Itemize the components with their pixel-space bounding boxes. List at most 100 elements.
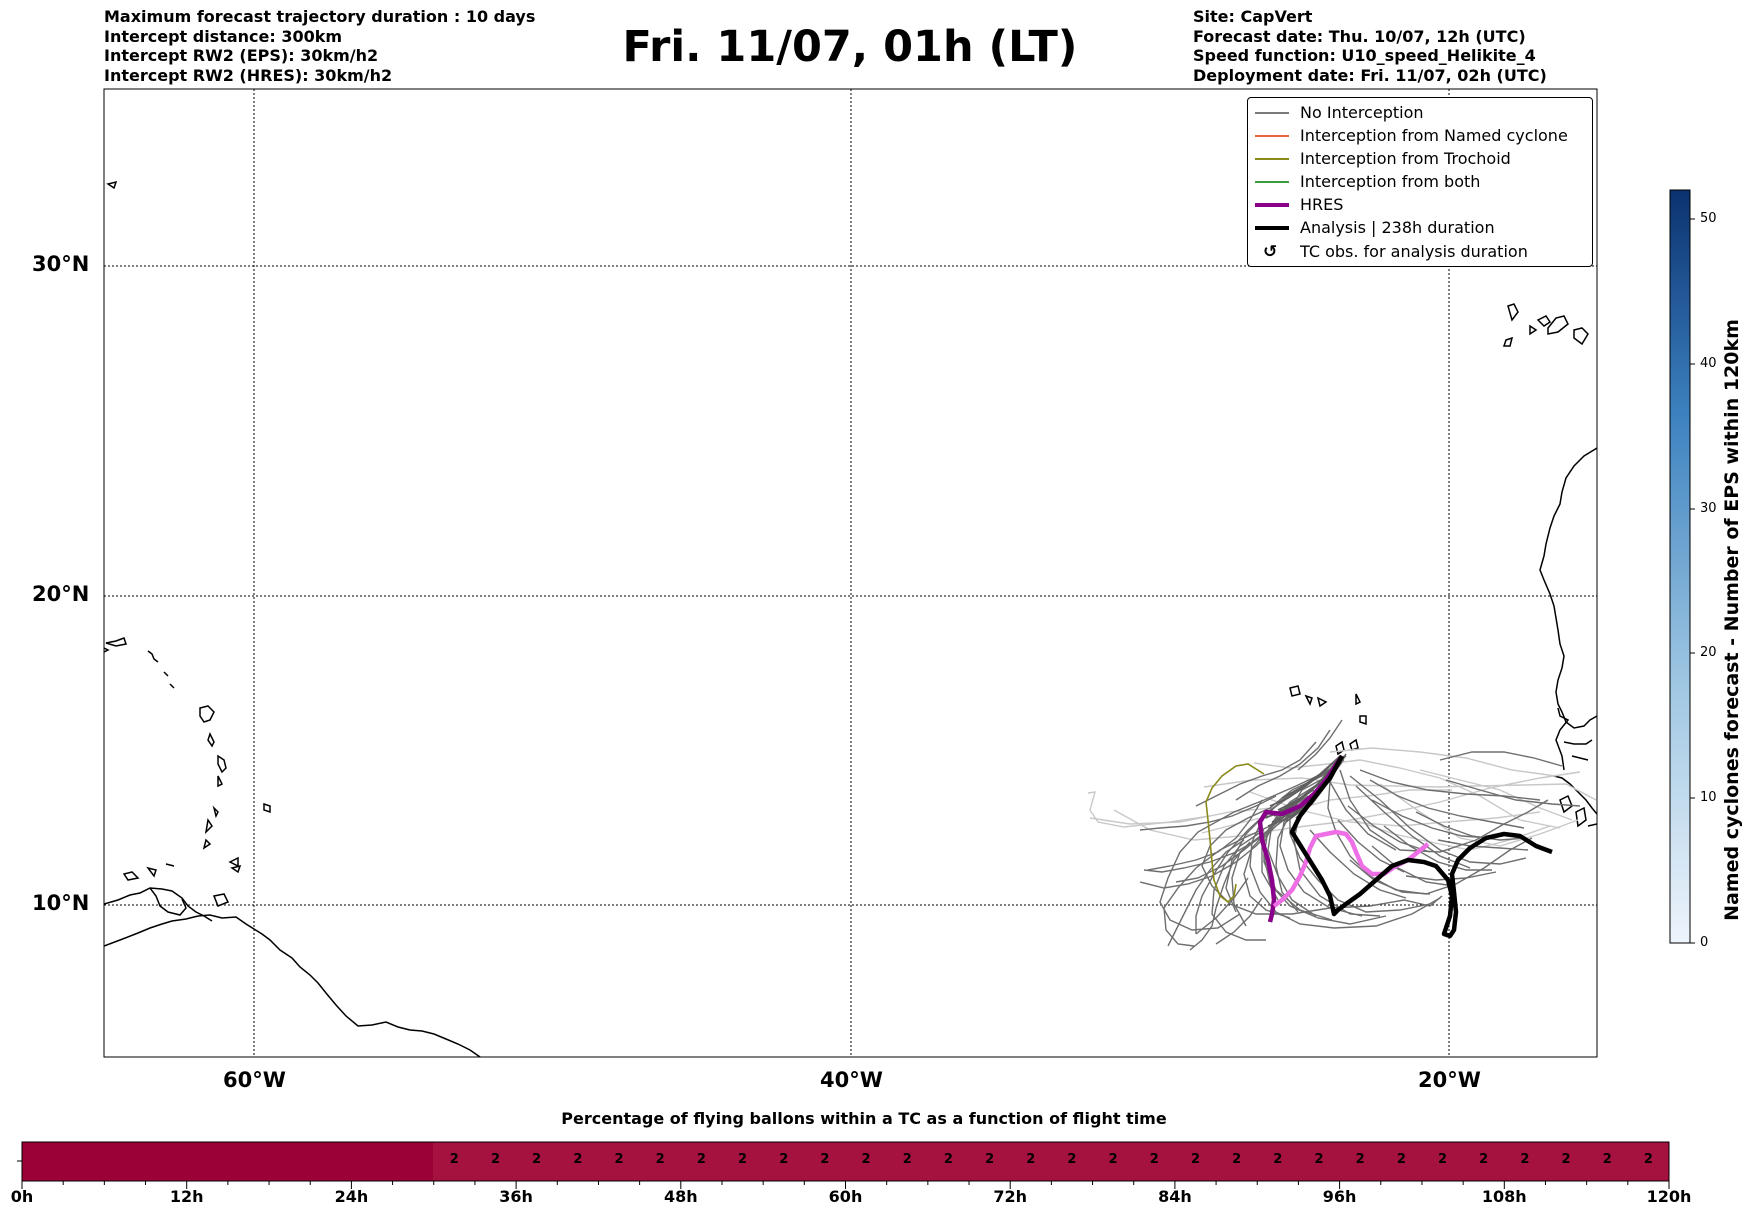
coastline-hispaniola: [104, 647, 110, 653]
coastline-africa: [1539, 447, 1597, 729]
bottom-bar-cell-value: 2: [1026, 1152, 1036, 1167]
header-right-line: Speed function: U10_speed_Helikite_4: [1193, 46, 1536, 65]
bottom-bar-cell-value: 2: [1561, 1152, 1571, 1167]
coastline-cape-verde: [1289, 685, 1367, 756]
bottom-bar-cell-value: 2: [532, 1152, 542, 1167]
header-left-line: Maximum forecast trajectory duration : 1…: [104, 7, 536, 26]
bottom-bar-tick-label: 120h: [1646, 1187, 1692, 1206]
bottom-bar-tick-label: 12h: [169, 1187, 204, 1206]
bottom-bar-tick-label: 0h: [10, 1187, 34, 1206]
header-right-line: Forecast date: Thu. 10/07, 12h (UTC): [1193, 26, 1526, 46]
legend-item-no-interception: No Interception: [1248, 101, 1592, 124]
legend-item-trochoid: Interception from Trochoid: [1248, 147, 1592, 170]
legend-item-tc-obs: ↺ TC obs. for analysis duration: [1248, 240, 1592, 263]
coastline-gambia: [1553, 739, 1597, 815]
legend-item-both: Interception from both: [1248, 170, 1592, 193]
bottom-bar-cell-value: 2: [1479, 1152, 1489, 1167]
lon-label: 20°W: [1418, 1068, 1481, 1092]
legend: No Interception Interception from Named …: [1247, 97, 1593, 267]
colorbar-tick-label: 20: [1700, 645, 1717, 660]
bottom-bar-cell-value: 2: [1108, 1152, 1118, 1167]
trochoid-trajectory: [1205, 763, 1265, 904]
bottom-bar-tick-label: 48h: [663, 1187, 698, 1206]
bottom-bar-cell-value: 2: [1643, 1152, 1653, 1167]
coastline-martinique: [217, 754, 227, 774]
coastline-puerto-rico: [105, 637, 127, 647]
bottom-bar-ticks: [21, 1181, 1670, 1189]
coastline-guinea: [1555, 707, 1570, 771]
colorbar-tick-label: 40: [1700, 356, 1717, 371]
header-left-line: Intercept RW2 (EPS): 30km/h2: [104, 46, 379, 65]
bottom-bar-cell-value: 2: [696, 1152, 706, 1167]
legend-item-analysis: Analysis | 238h duration: [1248, 216, 1592, 239]
bottom-bar-segment-values: [433, 1142, 1669, 1181]
bottom-bar-cell-value: 2: [490, 1152, 501, 1167]
bottom-bar-tick-label: 96h: [1322, 1187, 1357, 1206]
legend-label: HRES: [1300, 195, 1344, 214]
bottom-bar-cell-value: 2: [1067, 1152, 1077, 1167]
coastline-st-vincent: [204, 805, 219, 835]
bottom-bar-tick-label: 24h: [334, 1187, 369, 1206]
page-title: Fri. 11/07, 01h (LT): [622, 22, 1078, 72]
coastline-dominica: [207, 732, 215, 748]
lon-label: 40°W: [820, 1068, 883, 1092]
bottom-bar-cell-value: 2: [1149, 1152, 1159, 1167]
header-right-line: Deployment date: Fri. 11/07, 02h (UTC): [1193, 65, 1547, 85]
bottom-bar-cell-value: 2: [943, 1152, 953, 1167]
legend-label: Interception from both: [1300, 172, 1481, 191]
legend-label: TC obs. for analysis duration: [1300, 242, 1528, 261]
bottom-bar-cell-value: 2: [1396, 1152, 1406, 1167]
legend-label: Analysis | 238h duration: [1300, 218, 1495, 237]
coastline-south-america: [104, 914, 481, 1057]
bottom-bar-cell-value: 2: [614, 1152, 624, 1167]
bottom-bar-cell-value: 2: [779, 1152, 789, 1167]
colorbar-tick-label: 50: [1700, 211, 1717, 226]
legend-item-named-cyclone: Interception from Named cyclone: [1248, 124, 1592, 147]
legend-item-hres: HRES: [1248, 193, 1592, 216]
colorbar-label: Named cyclones forecast - Number of EPS …: [1721, 319, 1743, 921]
bottom-bar-tick-label: 84h: [1158, 1187, 1192, 1206]
bottom-bar-cell-value: 2: [902, 1152, 912, 1167]
bottom-bar-tick-label: 72h: [993, 1187, 1028, 1206]
legend-label: No Interception: [1300, 103, 1424, 122]
legend-swatch: [1255, 158, 1289, 160]
legend-swatch: [1255, 203, 1289, 207]
colorbar-ticks: [1690, 218, 1695, 944]
coastline-trinidad: [212, 893, 230, 907]
coastline-grenada: [202, 838, 212, 850]
lat-label: 10°N: [32, 891, 90, 915]
coastline-canary: [1502, 303, 1589, 347]
header-right-line: Site: CapVert: [1193, 7, 1313, 26]
bottom-bar-cell-value: 2: [1232, 1152, 1242, 1167]
bottom-bar-cell-value: 2: [655, 1152, 665, 1167]
lat-label: 30°N: [32, 252, 90, 276]
header-right-info: Site: CapVert Forecast date: Thu. 10/07,…: [1193, 7, 1547, 85]
bottom-bar-cell-value: 2: [573, 1152, 583, 1167]
bottom-bar-cell-value: 2: [985, 1152, 995, 1167]
coastline-lake-maracaibo: [149, 887, 187, 916]
legend-swatch: [1255, 112, 1289, 114]
bottom-bar-cell-value: 2: [1438, 1152, 1448, 1167]
legend-swatch: [1255, 135, 1289, 137]
legend-swatch: [1255, 181, 1289, 183]
bottom-bar-tick-label: 36h: [499, 1187, 533, 1206]
colorbar-tick-label: 10: [1700, 790, 1717, 805]
bottom-bar-cell-value: 2: [1190, 1152, 1201, 1167]
coastlines: [104, 180, 1597, 1057]
coastline-guadeloupe: [199, 705, 215, 723]
bottom-bar-title: Percentage of flying ballons within a TC…: [561, 1109, 1167, 1128]
bottom-bar-cell-value: 2: [738, 1152, 748, 1167]
coastline-st-lucia: [217, 775, 224, 788]
colorbar: [1669, 189, 1691, 944]
bottom-bar-cell-value: 2: [1602, 1152, 1612, 1167]
lon-label: 60°W: [223, 1068, 286, 1092]
bottom-bar-cell-value: 2: [861, 1152, 871, 1167]
lat-label: 20°N: [32, 582, 90, 606]
bottom-bar-tick-label: 108h: [1481, 1187, 1527, 1206]
bottom-bar-cell-value: 2: [820, 1152, 830, 1167]
colorbar-tick-label: 30: [1700, 501, 1717, 516]
coastline-antilles: [122, 856, 239, 881]
header-left-info: Maximum forecast trajectory duration : 1…: [104, 7, 535, 85]
coastline-barbados: [263, 802, 271, 814]
